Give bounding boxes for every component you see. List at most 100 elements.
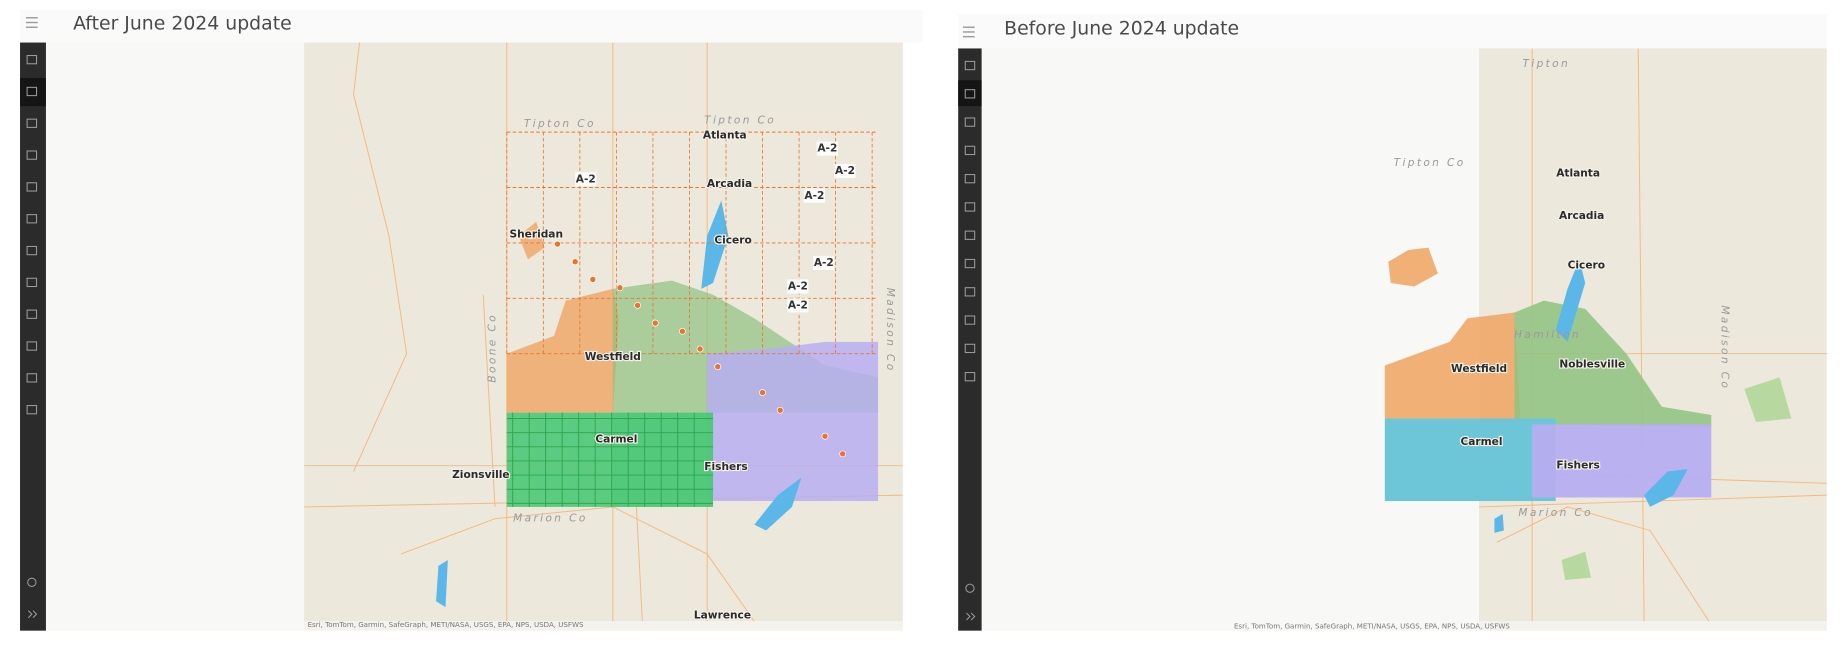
sidebar-icon[interactable] [964,145,976,156]
place-label: A-2 [814,257,834,269]
point-marker [571,258,579,266]
point-marker [776,406,784,414]
sidebar-icon[interactable] [26,86,38,97]
label-box [803,188,825,203]
overlays [1384,247,1792,580]
place-label: Marion Co [513,513,588,525]
place-label: A-2 [817,143,837,155]
point-marker [759,389,766,397]
road [635,506,643,622]
sidebar-icon[interactable] [964,174,976,184]
sidebar-icon[interactable] [964,343,976,354]
label-box [813,255,835,271]
map-labels: Tipton Co Tipton Co Atlanta Arcadia Cicero Sh… [451,58,1730,623]
panel-title: After June 2024 update [73,14,292,35]
road [482,294,496,507]
attribution: Esri, TomTom, Garmin, SafeGraph, METI/NA… [308,620,584,629]
place-label: Sheridan [509,229,563,241]
sidebar-icon[interactable] [26,245,38,256]
place-label: Atlanta [1556,167,1600,179]
place-label: Carmel [1460,436,1502,448]
place-label: Tipton Co [704,114,776,126]
attribution-bar [304,621,903,631]
point-marker [634,301,642,309]
header [20,9,923,43]
place-label: Lawrence [694,609,751,621]
sidebar-icon[interactable] [964,230,976,240]
info-icon[interactable] [27,577,37,587]
place-label: Fishers [704,461,747,473]
sidebar-icon[interactable] [26,214,38,224]
place-label: Arcadia [1559,210,1604,222]
right-panel: Before June 2024 update Esri, TomTom, Ga… [958,14,1827,631]
place-label: Zionsville [452,469,509,481]
sidebar-icon[interactable] [964,89,976,99]
collapse-button[interactable] [27,610,38,619]
menu-button[interactable] [962,26,975,38]
place-label: Hamilton [1514,329,1581,341]
sidebar-icon[interactable] [964,117,976,127]
side-pane [45,42,305,631]
point-marker [696,345,704,353]
parcel-lines [506,131,879,507]
point-marker [554,240,561,248]
label-box [787,279,809,294]
sidebar-icon[interactable] [964,202,976,212]
label-box [575,172,597,187]
point-marker [821,432,829,440]
place-label: Cicero [714,235,751,247]
panel-title: Before June 2024 update [1004,18,1239,39]
sidebar-active [958,80,982,107]
sidebar-icon[interactable] [26,182,38,192]
sidebar-icon[interactable] [26,118,38,128]
place-label: A-2 [788,281,808,293]
place-label: Tipton Co [1394,157,1466,169]
overlays [436,200,879,608]
attribution-bar [1479,621,1827,631]
sidebar-icon[interactable] [964,287,976,297]
sidebar-icon[interactable] [964,315,976,325]
place-label: A-2 [835,165,855,177]
point-marker [651,319,659,327]
sidebar [20,42,46,631]
sidebar-icon[interactable] [26,309,38,319]
road [1637,48,1645,622]
place-label: Cicero [1568,259,1605,271]
sidebar-icon[interactable] [26,150,38,160]
place-label: Atlanta [703,130,747,142]
sidebar-icon[interactable] [26,341,38,351]
point-marker [678,327,686,335]
place-label: Fishers [1556,460,1599,472]
label-box [787,298,809,313]
place-label: Boone Co [487,313,499,383]
menu-button[interactable] [25,17,38,28]
place-label: Marion Co [1518,507,1593,519]
label-box [816,141,838,156]
place-label: Madison Co [884,288,896,373]
info-icon[interactable] [965,583,975,593]
place-label: Westfield [585,351,641,363]
sidebar-icon[interactable] [26,405,38,415]
place-label: Madison Co [1718,305,1730,390]
sidebar-icon[interactable] [26,373,38,383]
sidebar-icon[interactable] [964,372,976,382]
sidebar-icon[interactable] [26,54,38,65]
point-marker [839,450,847,458]
point-marker [589,276,597,283]
sidebar [958,48,982,631]
place-label: Noblesville [1559,358,1625,370]
sidebar-icon[interactable] [26,277,38,288]
place-label: A-2 [788,299,808,311]
point-marker [714,363,722,371]
place-label: A-2 [576,173,596,185]
attribution: Esri, TomTom, Garmin, SafeGraph, METI/NA… [1234,621,1510,630]
collapse-button[interactable] [966,612,976,621]
sidebar-active [20,77,46,107]
left-panel: After June 2024 update Esri, TomTom, Gar… [20,9,923,631]
place-label: Westfield [1451,363,1507,375]
road [1496,506,1710,622]
place-label: Tipton Co [524,118,596,130]
sidebar-icon[interactable] [964,258,976,269]
sidebar-icon[interactable] [964,60,976,71]
